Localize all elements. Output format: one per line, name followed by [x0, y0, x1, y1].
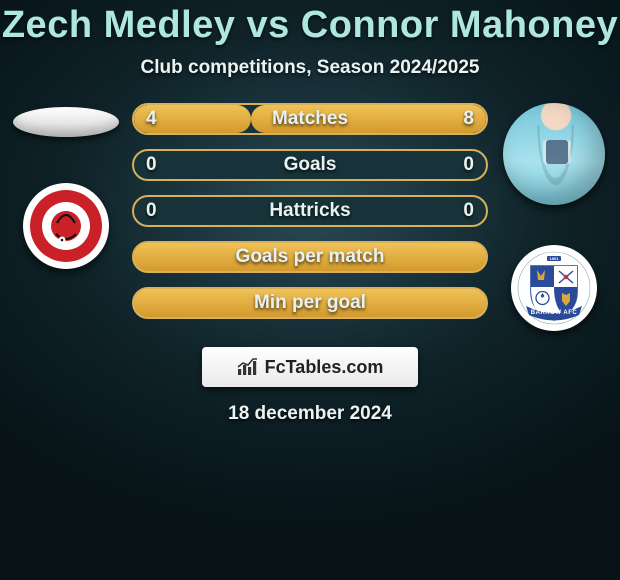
left-club-badge: [23, 183, 109, 269]
stat-bar: Goals per match: [132, 241, 488, 273]
barrow-badge-icon: 1901: [517, 251, 591, 325]
stat-label: Min per goal: [134, 292, 486, 314]
stat-value-right: 0: [463, 154, 474, 176]
stat-value-left: 0: [146, 154, 157, 176]
stat-bar: Min per goal: [132, 287, 488, 319]
stat-label: Hattricks: [134, 200, 486, 222]
stat-label: Goals: [134, 154, 486, 176]
right-player-avatar: [503, 103, 605, 205]
stat-bar: Matches4 8: [132, 103, 488, 135]
stat-label: Goals per match: [134, 246, 486, 268]
stat-bar: Hattricks0 0: [132, 195, 488, 227]
footer-brand-badge[interactable]: FcTables.com: [202, 347, 418, 387]
svg-text:1901: 1901: [550, 256, 560, 261]
fleetwood-badge-icon: [29, 189, 103, 263]
date-label: 18 december 2024: [0, 403, 620, 425]
bar-chart-icon: [237, 358, 259, 376]
right-player-column: 1901: [494, 103, 614, 331]
stat-value-right: 8: [463, 108, 474, 130]
stat-label: Matches: [134, 108, 486, 130]
stat-value-left: 4: [146, 108, 157, 130]
left-player-avatar: [13, 107, 119, 137]
stat-bars: Matches48Goals00Hattricks00Goals per mat…: [126, 103, 494, 331]
page-title: Zech Medley vs Connor Mahoney: [0, 4, 620, 47]
comparison-panel: Matches48Goals00Hattricks00Goals per mat…: [0, 103, 620, 331]
right-club-badge: 1901: [511, 245, 597, 331]
stat-bar: Goals0 0: [132, 149, 488, 181]
page-subtitle: Club competitions, Season 2024/2025: [0, 57, 620, 79]
stat-value-left: 0: [146, 200, 157, 222]
left-player-column: [6, 103, 126, 331]
svg-text:BARROW AFC: BARROW AFC: [531, 310, 578, 316]
stat-value-right: 0: [463, 200, 474, 222]
footer-brand-text: FcTables.com: [265, 357, 384, 378]
